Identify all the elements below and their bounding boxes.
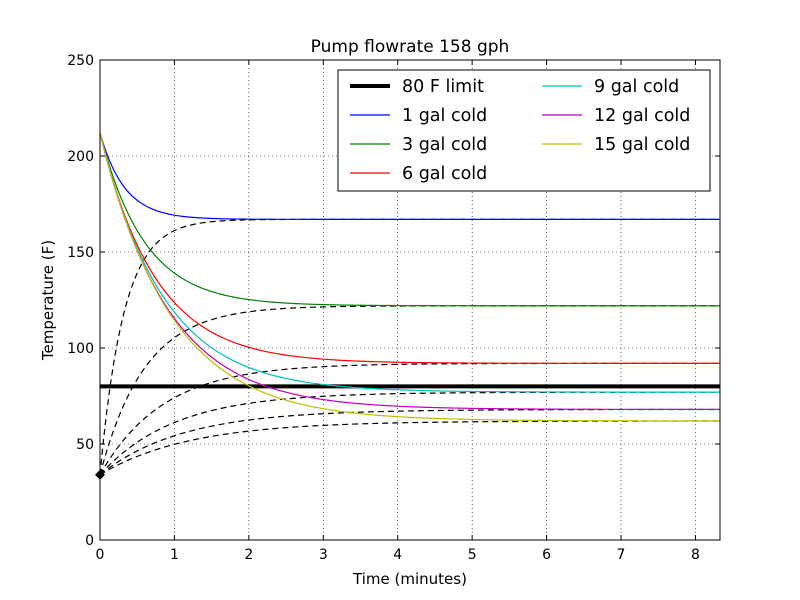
x-tick-label: 2: [244, 547, 253, 563]
y-tick-label: 150: [67, 245, 94, 261]
x-tick-label: 6: [542, 547, 551, 563]
x-axis-label: Time (minutes): [352, 570, 467, 588]
legend-label: 3 gal cold: [402, 135, 487, 155]
legend-label: 12 gal cold: [594, 106, 690, 126]
y-axis-label: Temperature (F): [39, 240, 57, 361]
legend: 80 F limit 1 gal cold 3 gal cold 6 gal cold…: [337, 69, 711, 192]
series-line: [99, 132, 720, 364]
x-tick-label: 8: [691, 547, 700, 563]
legend-label: 80 F limit: [402, 77, 484, 97]
chart-title: Pump flowrate 158 gph: [311, 37, 510, 57]
y-tick-label: 50: [76, 437, 94, 453]
x-tick-label: 3: [319, 547, 328, 563]
legend-label: 1 gal cold: [402, 106, 487, 126]
legend-label: 9 gal cold: [594, 77, 679, 97]
y-tick-label: 250: [67, 53, 94, 69]
x-tick-label: 4: [393, 547, 402, 563]
plot-frame: [99, 59, 721, 541]
series-line: [99, 132, 720, 411]
legend-box: [337, 69, 711, 192]
x-tick-label: 1: [170, 547, 179, 563]
legend-label: 15 gal cold: [594, 135, 690, 155]
series-line: [99, 132, 721, 422]
series-line: [99, 132, 721, 393]
cold-curve: [99, 391, 720, 476]
cold-curve: [99, 408, 721, 476]
series-line: [99, 132, 720, 220]
x-tick-label: 0: [96, 547, 105, 563]
y-tick-label: 200: [67, 149, 94, 165]
series-line: [99, 132, 720, 307]
y-tick-label: 0: [85, 533, 94, 549]
legend-label: 6 gal cold: [402, 164, 487, 184]
x-tick-label: 7: [617, 547, 626, 563]
y-tick-label: 100: [67, 341, 94, 357]
axis-ticks: 0 1 2 3 4 5 6 7 8 0 50 100 150 200 250: [67, 53, 720, 563]
x-tick-label: 5: [468, 547, 477, 563]
plot-lines: [95, 132, 721, 480]
cold-curve: [99, 218, 720, 475]
cold-curve: [99, 420, 720, 476]
cold-curve: [99, 305, 720, 475]
cold-curve: [99, 362, 720, 476]
